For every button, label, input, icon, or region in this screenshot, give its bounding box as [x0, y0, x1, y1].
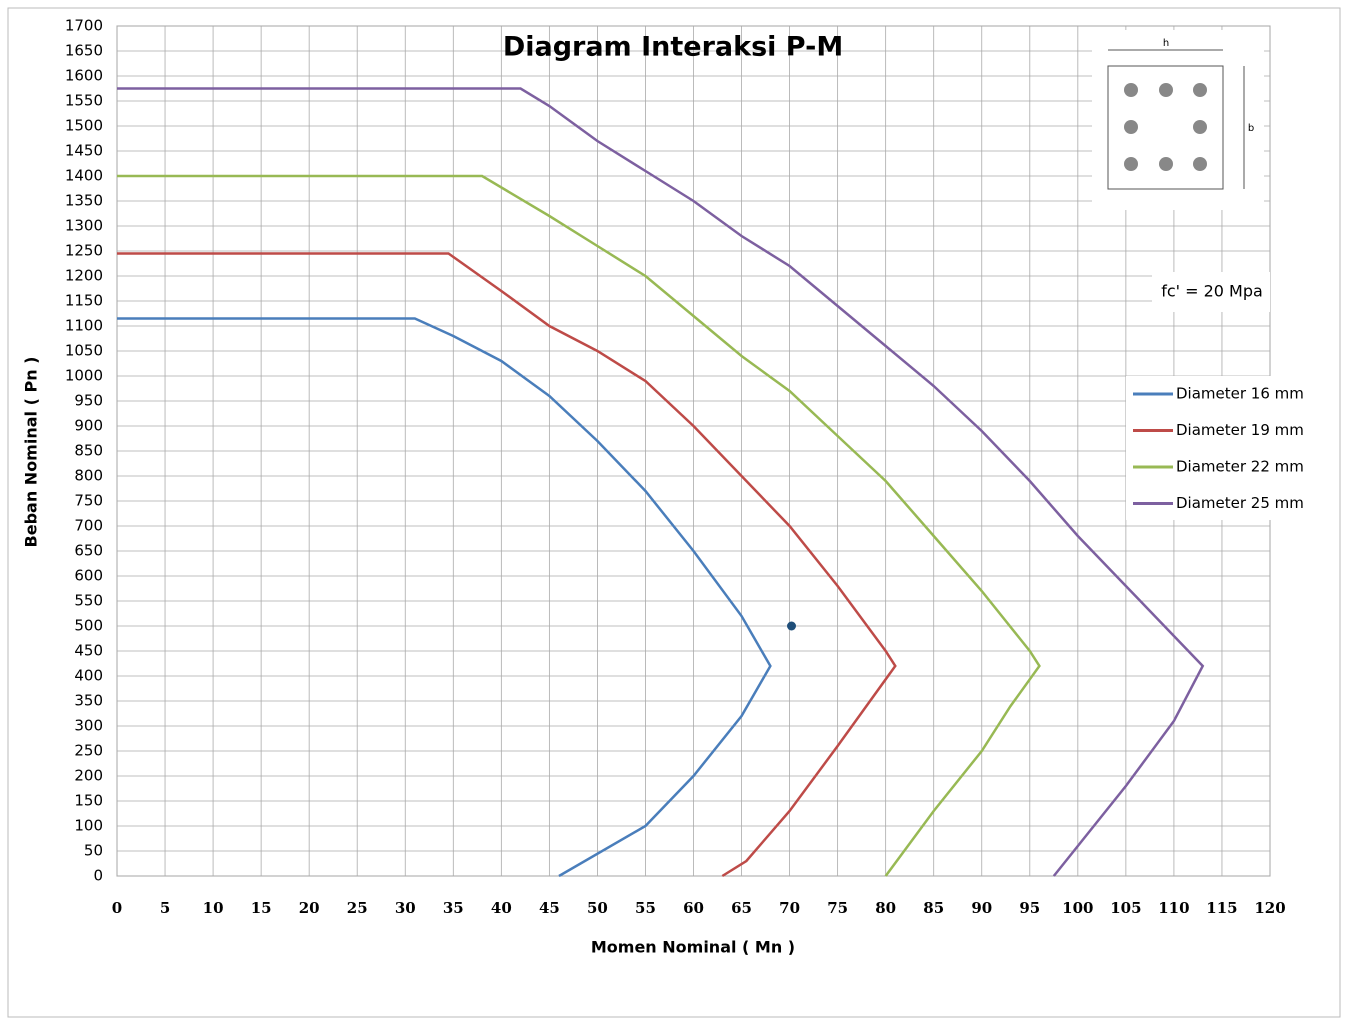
y-tick-label: 550 — [74, 592, 103, 610]
y-tick-label: 1000 — [65, 367, 103, 385]
x-tick-label: 120 — [1254, 899, 1285, 917]
x-tick-label: 30 — [395, 899, 416, 917]
legend-label: Diameter 25 mm — [1176, 494, 1304, 512]
x-tick-label: 55 — [635, 899, 656, 917]
y-tick-label: 1500 — [65, 117, 103, 135]
y-tick-label: 900 — [74, 417, 103, 435]
y-tick-label: 850 — [74, 442, 103, 460]
y-tick-label: 400 — [74, 667, 103, 685]
x-tick-label: 25 — [347, 899, 368, 917]
rebar — [1193, 120, 1207, 134]
x-tick-label: 35 — [443, 899, 464, 917]
x-tick-label: 15 — [251, 899, 272, 917]
y-tick-label: 600 — [74, 567, 103, 585]
y-tick-label: 800 — [74, 467, 103, 485]
y-tick-label: 1150 — [65, 292, 103, 310]
y-tick-label: 1600 — [65, 67, 103, 85]
y-tick-label: 250 — [74, 742, 103, 760]
y-tick-label: 1550 — [65, 92, 103, 110]
y-tick-label: 1300 — [65, 217, 103, 235]
x-tick-label: 10 — [203, 899, 224, 917]
x-tick-label: 115 — [1206, 899, 1237, 917]
rebar — [1124, 83, 1138, 97]
chart: Diagram Interaksi P-M Momen Nominal ( Mn… — [0, 0, 1348, 1025]
y-tick-label: 450 — [74, 642, 103, 660]
annotation: fc' = 20 Mpa — [1161, 282, 1263, 301]
x-tick-label: 45 — [539, 899, 560, 917]
y-tick-label: 0 — [93, 867, 103, 885]
legend-label: Diameter 16 mm — [1176, 385, 1304, 403]
y-tick-label: 100 — [74, 817, 103, 835]
dimension-label: h — [1163, 38, 1169, 49]
x-tick-label: 60 — [683, 899, 704, 917]
y-tick-label: 1200 — [65, 267, 103, 285]
x-tick-label: 75 — [827, 899, 848, 917]
y-axis-label: Beban Nominal ( Pn ) — [22, 357, 41, 548]
x-tick-label: 70 — [779, 899, 800, 917]
x-tick-label: 40 — [491, 899, 512, 917]
y-tick-label: 700 — [74, 517, 103, 535]
rebar — [1159, 157, 1173, 171]
legend-label: Diameter 22 mm — [1176, 458, 1304, 476]
y-tick-label: 1700 — [65, 17, 103, 35]
y-tick-label: 350 — [74, 692, 103, 710]
dimension-label: b — [1248, 123, 1254, 134]
section-inset: h b — [1092, 30, 1264, 210]
y-tick-label: 750 — [74, 492, 103, 510]
y-tick-label: 500 — [74, 617, 103, 635]
x-tick-label: 105 — [1110, 899, 1141, 917]
y-tick-label: 1100 — [65, 317, 103, 335]
x-tick-label: 50 — [587, 899, 608, 917]
y-tick-label: 650 — [74, 542, 103, 560]
x-tick-label: 85 — [923, 899, 944, 917]
rebar — [1193, 83, 1207, 97]
x-tick-label: 100 — [1062, 899, 1093, 917]
x-tick-label: 20 — [299, 899, 320, 917]
x-tick-label: 5 — [160, 899, 170, 917]
x-tick-label: 95 — [1019, 899, 1040, 917]
x-tick-label: 110 — [1158, 899, 1189, 917]
x-tick-label: 0 — [112, 899, 122, 917]
x-tick-label: 90 — [971, 899, 992, 917]
y-tick-label: 150 — [74, 792, 103, 810]
legend-label: Diameter 19 mm — [1176, 421, 1304, 439]
y-tick-label: 1050 — [65, 342, 103, 360]
x-axis-label: Momen Nominal ( Mn ) — [591, 938, 795, 957]
x-tick-label: 65 — [731, 899, 752, 917]
y-tick-label: 1650 — [65, 42, 103, 60]
rebar — [1193, 157, 1207, 171]
y-tick-label: 200 — [74, 767, 103, 785]
y-tick-label: 1450 — [65, 142, 103, 160]
rebar — [1159, 83, 1173, 97]
rebar — [1124, 120, 1138, 134]
rebar — [1124, 157, 1138, 171]
y-tick-label: 1250 — [65, 242, 103, 260]
y-tick-label: 50 — [84, 842, 103, 860]
y-tick-label: 950 — [74, 392, 103, 410]
y-tick-label: 300 — [74, 717, 103, 735]
chart-title: Diagram Interaksi P-M — [503, 32, 843, 63]
y-tick-label: 1400 — [65, 167, 103, 185]
x-tick-label: 80 — [875, 899, 896, 917]
point-marker — [787, 622, 796, 631]
y-tick-label: 1350 — [65, 192, 103, 210]
